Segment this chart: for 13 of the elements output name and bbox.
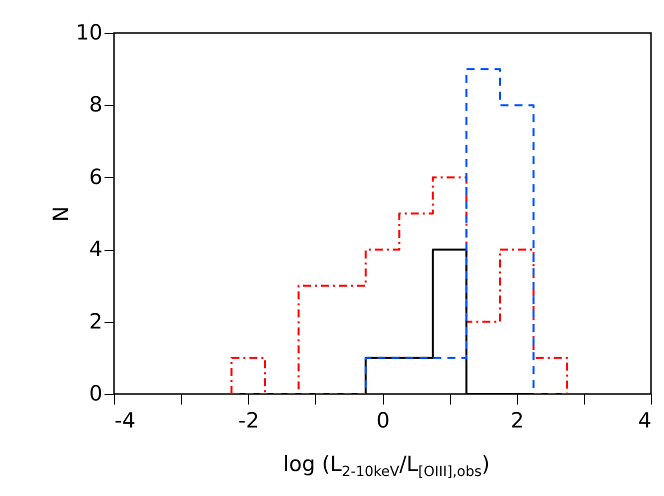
y-tick-label: 6	[89, 164, 102, 189]
y-tick-label: 10	[76, 20, 102, 44]
x-tick-label: 4	[638, 408, 652, 432]
x-tick-label: 2	[510, 408, 524, 432]
x-axis-title: log (L$_{2-10keV}$/L$_{[OIII],obs}$)	[282, 452, 491, 480]
y-tick-label: 8	[89, 92, 102, 117]
x-tick-label: -4	[114, 408, 136, 432]
y-tick-label: 4	[89, 237, 102, 262]
y-tick-label: 0	[89, 382, 102, 406]
y-axis-title: N	[48, 206, 73, 222]
x-tick-label: -2	[238, 408, 260, 432]
y-tick-label: 2	[89, 309, 102, 334]
x-tick-label: 0	[376, 408, 390, 432]
